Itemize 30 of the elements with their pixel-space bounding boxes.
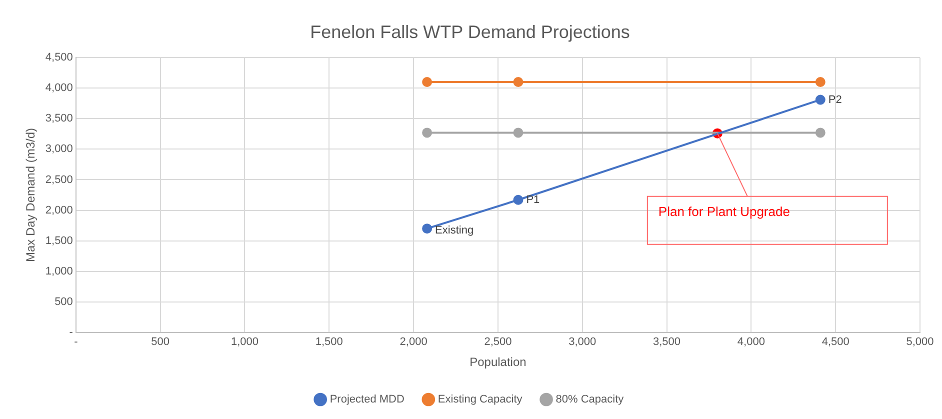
y-tick-label: 1,500: [45, 234, 73, 247]
x-tick-label: 3,500: [653, 336, 681, 348]
annotation: Plan for Plant Upgrade: [658, 204, 790, 219]
y-axis-title: Max Day Demand (m3/d): [24, 128, 38, 262]
legend-label: Projected MDD: [330, 394, 404, 406]
x-tick-label: 2,000: [400, 336, 428, 348]
data-label: P2: [828, 94, 842, 106]
data-label: P1: [526, 194, 540, 206]
y-tick-label: 4,500: [45, 52, 73, 64]
chart-title: Fenelon Falls WTP Demand Projections: [310, 22, 630, 42]
x-axis-title: Population: [470, 355, 526, 370]
x-tick-label: 4,500: [822, 336, 850, 348]
x-tick-label: 4,000: [737, 336, 765, 348]
x-tick-label: 1,500: [315, 336, 343, 348]
x-tick-label: 500: [151, 336, 170, 348]
data-label: Existing: [435, 224, 474, 237]
x-tick-label: 1,000: [230, 336, 259, 348]
y-tick-label: 1,000: [45, 265, 73, 278]
y-tick-label: 3,500: [45, 112, 73, 125]
x-tick-label: 3,000: [568, 336, 596, 348]
y-tick-label: 3,000: [45, 143, 73, 156]
y-tick-label: 2,000: [45, 204, 73, 216]
y-tick-label: 500: [54, 296, 73, 308]
legend-label: Existing Capacity: [438, 394, 523, 406]
y-tick-label: 4,000: [45, 82, 73, 94]
y-tick-label: -: [69, 326, 74, 338]
x-tick-label: 5,000: [906, 336, 934, 348]
legend-label: 80% Capacity: [556, 394, 624, 406]
x-tick-label: 2,500: [484, 336, 512, 348]
y-tick-label: 2,500: [45, 174, 73, 186]
